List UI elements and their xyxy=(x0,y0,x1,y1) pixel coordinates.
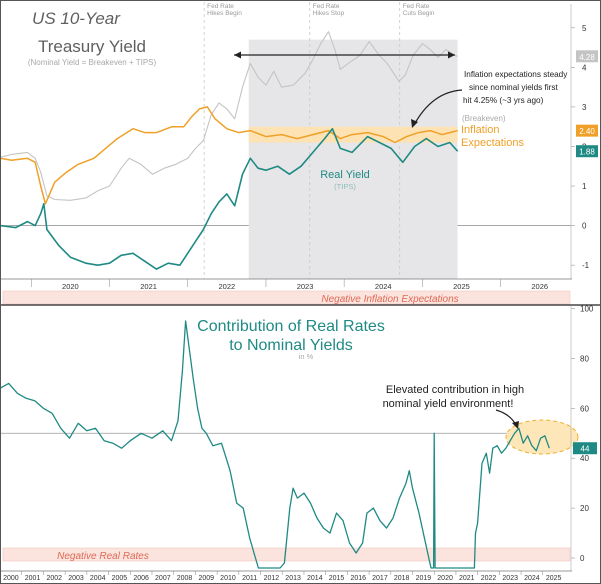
badge-bg-real-yield xyxy=(576,145,598,158)
inflation-note-arrow xyxy=(413,89,463,126)
series-line-contribution-of-real-rates xyxy=(0,320,550,569)
bottom-x-tick-2009: 2009 xyxy=(198,575,214,582)
badge-bg-contribution xyxy=(573,442,597,455)
arrow-head-right xyxy=(448,51,455,59)
breakeven-label: (Breakeven) xyxy=(462,114,506,123)
top-chart-series xyxy=(0,31,459,270)
top-y-tick-0: 0 xyxy=(582,222,587,231)
inflation-label-line2: Expectations xyxy=(461,137,524,149)
series-line-inflation-expectations xyxy=(0,106,458,205)
top-x-tick-label-2025: 2025 xyxy=(453,282,470,291)
bottom-x-tick-2017: 2017 xyxy=(372,575,388,582)
inflation-note-line2: since nominal yields first xyxy=(469,83,558,92)
bottom-x-tick-2000: 2000 xyxy=(3,575,19,582)
inflation-note-line1: Inflation expectations steady xyxy=(464,70,568,79)
contribution-chart: Negative Real Rates 100 80 60 40 20 0 2000 2001… xyxy=(0,304,597,582)
event-label-hikes-stop-1: Fed Rate xyxy=(313,3,340,10)
badge-value-contribution: 44 xyxy=(581,445,590,454)
bottom-x-tick-2014: 2014 xyxy=(307,575,323,582)
top-y-tick-1: -1 xyxy=(582,261,590,270)
bottom-x-tick-2010: 2010 xyxy=(220,575,236,582)
series-line-nominal-yield xyxy=(0,31,458,201)
bottom-x-tick-2019: 2019 xyxy=(416,575,432,582)
event-label-hikes-begin-1: Fed Rate xyxy=(207,3,234,10)
bottom-x-tick-2001: 2001 xyxy=(25,575,41,582)
bottom-x-tick-2022: 2022 xyxy=(481,575,497,582)
bottom-x-tick-2024: 2024 xyxy=(524,575,540,582)
bottom-x-tick-2013: 2013 xyxy=(285,575,301,582)
bottom-x-tick-2020: 2020 xyxy=(437,575,453,582)
bottom-y-tick-0: 0 xyxy=(580,554,585,563)
bottom-subtitle: in % xyxy=(299,352,314,361)
high-yield-period-shade xyxy=(248,39,458,280)
bottom-x-tick-2007: 2007 xyxy=(155,575,171,582)
bottom-x-tick-2006: 2006 xyxy=(133,575,149,582)
contribution-note-arrowhead xyxy=(512,421,519,429)
real-yield-label: Real Yield xyxy=(320,169,370,181)
negative-inflation-label: Negative Inflation Expectations xyxy=(321,294,458,305)
top-x-tick-label-2026: 2026 xyxy=(531,282,548,291)
badge-value-nominal-yield: 4.28 xyxy=(579,53,595,62)
bottom-y-tick-100: 100 xyxy=(580,304,594,313)
arrow-head-left xyxy=(234,51,241,59)
top-chart-value-badges: 4.28 2.40 1.88 xyxy=(576,50,598,158)
bottom-x-tick-2018: 2018 xyxy=(394,575,410,582)
top-x-tick-label-2022: 2022 xyxy=(218,282,235,291)
top-x-tick-label-2021: 2021 xyxy=(140,282,157,291)
bottom-x-tick-2021: 2021 xyxy=(459,575,475,582)
bottom-x-tick-2025: 2025 xyxy=(546,575,562,582)
bottom-title-line1: Contribution of Real Rates xyxy=(197,318,385,335)
inflation-note-line3: hit 4.25% (~3 yrs ago) xyxy=(463,96,544,105)
top-chart-subtitle: (Nominal Yield = Breakeven + TIPS) xyxy=(28,58,157,67)
event-label-cuts-begin-1: Fed Rate xyxy=(403,3,430,10)
bottom-x-tick-2002: 2002 xyxy=(46,575,62,582)
bottom-y-tick-80: 80 xyxy=(580,354,589,363)
inflation-note-arrowhead xyxy=(411,119,418,128)
top-y-tick-4: 4 xyxy=(582,63,587,72)
badge-bg-inflation-expectations xyxy=(576,124,598,137)
bottom-title-line2: to Nominal Yields xyxy=(229,337,353,354)
top-chart-title-line2: Treasury Yield xyxy=(38,37,146,56)
bottom-chart-series xyxy=(0,320,550,569)
event-label-cuts-begin-2: Cuts Begin xyxy=(403,10,435,17)
inflation-label-line1: Inflation xyxy=(461,124,500,136)
bottom-chart-value-badges: 44 xyxy=(573,442,597,455)
badge-bg-nominal-yield xyxy=(576,50,598,63)
badge-value-real-yield: 1.88 xyxy=(579,148,595,157)
bottom-x-tick-2004: 2004 xyxy=(90,575,106,582)
bottom-x-tick-2011: 2011 xyxy=(242,575,257,582)
bottom-x-tick-2005: 2005 xyxy=(112,575,128,582)
bottom-x-tick-2008: 2008 xyxy=(177,575,193,582)
top-y-tick-3: 3 xyxy=(582,103,587,112)
top-y-tick-1: 1 xyxy=(582,182,587,191)
contribution-note-line2: nominal yield environment! xyxy=(383,398,514,410)
bottom-x-tick-2015: 2015 xyxy=(329,575,345,582)
event-label-hikes-begin-2: Hikes Begin xyxy=(207,10,242,17)
negative-inflation-band xyxy=(2,290,571,305)
bottom-x-tick-2016: 2016 xyxy=(350,575,366,582)
top-chart-title-line1: US 10-Year xyxy=(32,9,121,28)
bottom-x-tick-2012: 2012 xyxy=(264,575,280,582)
top-x-tick-label-2023: 2023 xyxy=(297,282,314,291)
bottom-x-tick-2003: 2003 xyxy=(68,575,84,582)
bottom-y-tick-40: 40 xyxy=(580,454,589,463)
contribution-note-line1: Elevated contribution in high xyxy=(386,384,524,396)
badge-value-inflation-expectations: 2.40 xyxy=(579,127,595,136)
bottom-y-tick-20: 20 xyxy=(580,504,589,513)
event-label-hikes-stop-2: Hikes Stop xyxy=(313,10,345,17)
real-yield-sublabel: (TIPS) xyxy=(334,182,356,191)
series-line-real-yield xyxy=(0,127,459,270)
top-x-tick-label-2024: 2024 xyxy=(375,282,392,291)
negative-real-label: Negative Real Rates xyxy=(57,551,149,562)
bottom-y-tick-60: 60 xyxy=(580,404,589,413)
top-x-tick-label-2020: 2020 xyxy=(62,282,79,291)
bottom-chart-ticks: 100 80 60 40 20 0 2000 2001 2002 2003 2004 2005 2006… xyxy=(0,304,594,582)
top-y-tick-5: 5 xyxy=(582,24,587,33)
bottom-x-tick-2023: 2023 xyxy=(502,575,518,582)
